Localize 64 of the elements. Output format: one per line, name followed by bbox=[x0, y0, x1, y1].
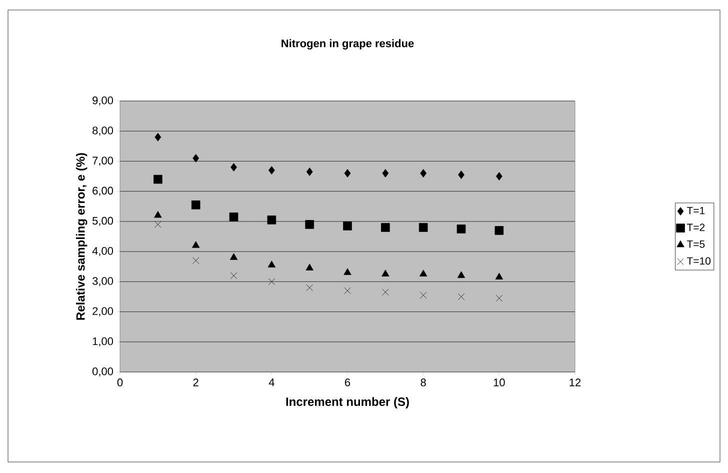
y-tick-label: 7,00 bbox=[92, 156, 114, 166]
point bbox=[192, 257, 200, 264]
legend-label: T=2 bbox=[686, 224, 705, 231]
point bbox=[306, 284, 313, 292]
point bbox=[306, 264, 314, 270]
point bbox=[344, 268, 352, 275]
point bbox=[268, 260, 276, 268]
point bbox=[230, 272, 238, 280]
y-tick-label: 1,00 bbox=[92, 337, 114, 346]
point bbox=[418, 223, 428, 232]
x-tick-label: 4 bbox=[268, 378, 274, 386]
point bbox=[382, 288, 389, 296]
x-tick-label: 8 bbox=[420, 378, 426, 386]
y-tick-label: 8,00 bbox=[92, 126, 114, 136]
y-tick-label: 5,00 bbox=[92, 216, 114, 226]
y-tick-label: 9,00 bbox=[92, 96, 114, 106]
point bbox=[344, 287, 351, 294]
legend-label: T=1 bbox=[686, 206, 705, 214]
point bbox=[456, 224, 466, 234]
point bbox=[381, 223, 390, 232]
point bbox=[268, 166, 275, 174]
point bbox=[268, 278, 276, 286]
point bbox=[192, 154, 200, 162]
x-tick-label: 2 bbox=[193, 378, 198, 386]
x-tick-label: 0 bbox=[117, 378, 123, 386]
x-tick-label: 10 bbox=[494, 378, 505, 386]
point bbox=[154, 174, 162, 184]
point bbox=[458, 293, 465, 300]
y-tick-label: 4,00 bbox=[92, 247, 114, 256]
point bbox=[191, 200, 200, 210]
point bbox=[457, 271, 466, 278]
y-tick-label: 0,00 bbox=[92, 367, 114, 377]
point bbox=[230, 253, 238, 260]
point bbox=[306, 168, 313, 176]
y-tick-label: 6,00 bbox=[92, 186, 114, 196]
chart-title: Nitrogen in grape residue bbox=[282, 39, 414, 50]
x-axis-title: Increment number (S) bbox=[286, 397, 409, 408]
x-tick-label: 12 bbox=[570, 378, 581, 386]
point bbox=[230, 163, 237, 172]
y-tick-label: 2,00 bbox=[92, 307, 114, 316]
point bbox=[267, 216, 276, 224]
point bbox=[343, 222, 352, 230]
point bbox=[229, 212, 238, 222]
point bbox=[420, 292, 427, 299]
point bbox=[382, 169, 389, 178]
point bbox=[494, 226, 504, 235]
legend-label: T=10 bbox=[686, 257, 711, 265]
y-axis-title: Relative sampling error, e (%) bbox=[76, 153, 88, 320]
point bbox=[344, 169, 351, 178]
point bbox=[458, 170, 464, 179]
point bbox=[495, 272, 504, 280]
point bbox=[382, 270, 390, 276]
point bbox=[496, 294, 503, 302]
point bbox=[305, 220, 314, 229]
legend-label: T=5 bbox=[686, 240, 705, 248]
point bbox=[154, 211, 162, 218]
point bbox=[419, 270, 428, 276]
x-tick-label: 6 bbox=[345, 378, 350, 386]
point bbox=[154, 221, 162, 228]
point bbox=[420, 169, 427, 178]
point bbox=[496, 172, 502, 180]
point bbox=[154, 132, 162, 142]
y-tick-label: 3,00 bbox=[92, 277, 114, 286]
point bbox=[192, 241, 200, 248]
